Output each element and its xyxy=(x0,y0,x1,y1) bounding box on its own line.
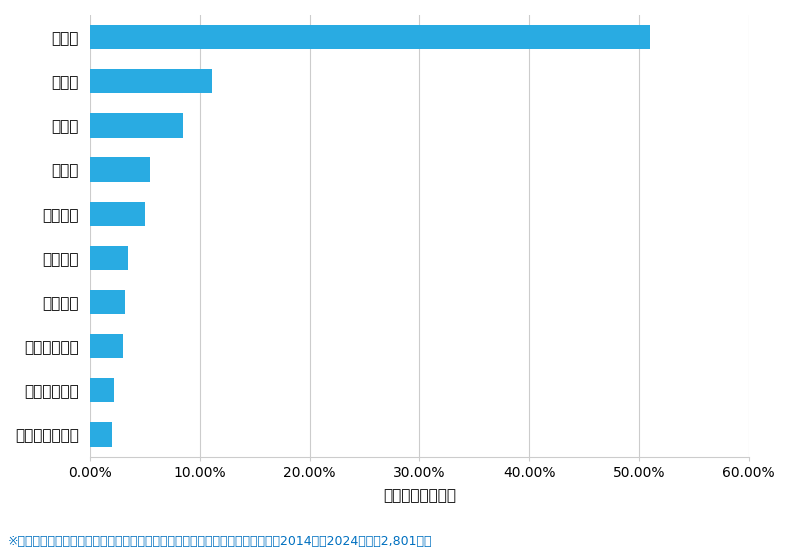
Bar xyxy=(90,378,114,402)
X-axis label: 件数の割合（％）: 件数の割合（％） xyxy=(383,488,456,503)
Bar xyxy=(90,246,129,270)
Bar xyxy=(90,202,145,226)
Bar xyxy=(90,25,650,49)
Bar xyxy=(90,290,125,314)
Bar xyxy=(90,69,212,93)
Text: ※弊社受付の案件を対象に、受付時に市区町村の回答があったものを集計（期間2014年～2024年、計2,801件）: ※弊社受付の案件を対象に、受付時に市区町村の回答があったものを集計（期間2014… xyxy=(8,535,432,548)
Bar xyxy=(90,158,150,182)
Bar xyxy=(90,334,123,358)
Bar xyxy=(90,423,112,447)
Bar xyxy=(90,114,183,138)
